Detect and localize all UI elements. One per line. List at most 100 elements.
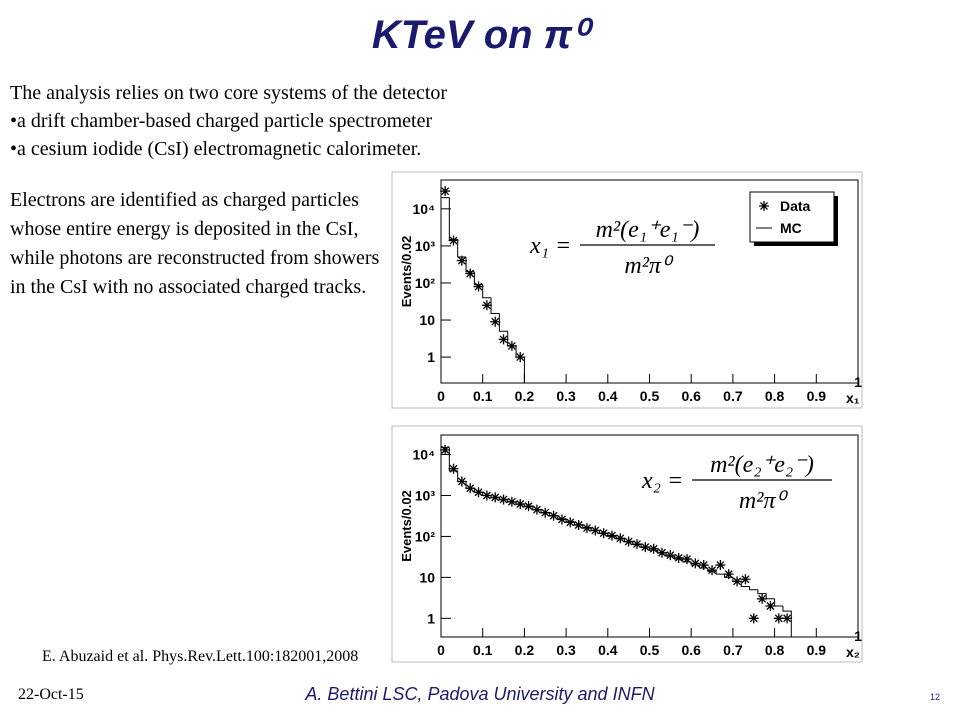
data-point (523, 501, 534, 512)
data-point (581, 523, 592, 534)
histogram-bin (440, 197, 450, 383)
histogram-bin (774, 598, 783, 607)
histogram-bin (515, 502, 525, 505)
x-axis-label: x₁ (846, 390, 860, 406)
histogram-bin (657, 550, 667, 554)
x-tick-label: 0.5 (640, 642, 660, 658)
x-tick-label: 0.1 (473, 642, 493, 658)
intro-text: The analysis relies on two core systems … (10, 82, 448, 104)
histogram-bin (707, 567, 717, 572)
histogram-bin (565, 518, 575, 523)
data-point (782, 613, 793, 624)
histogram-bin (448, 447, 458, 472)
data-point (765, 601, 776, 612)
x-tick-label: 0.9 (807, 642, 827, 658)
data-point (707, 565, 718, 576)
histogram-bin (573, 521, 583, 526)
formula-denominator: m²π⁰ (739, 488, 789, 514)
data-point (682, 554, 693, 565)
y-axis-label: Events/0.02 (399, 490, 414, 562)
plot: 0 0.1 0.2 0.3 0.4 0.5 0.6 0.7 0.8 0.9 1 1 10 10² 10³ 10… (391, 171, 863, 409)
histogram-bin (457, 470, 467, 482)
bullet: •a cesium iodide (CsI) electromagnetic c… (10, 138, 422, 160)
body-text: Electrons are identified as charged part… (10, 189, 380, 298)
data-point (440, 186, 451, 197)
y-tick-label: 10² (415, 528, 436, 544)
histogram-bin (482, 492, 492, 496)
histogram-bin (607, 533, 617, 537)
histogram-bin (465, 257, 475, 273)
x-tick-label: 0.8 (765, 388, 785, 404)
histogram-bin (440, 446, 450, 637)
y-tick-label: 10³ (415, 238, 436, 254)
plot: 0 0.1 0.2 0.3 0.4 0.5 0.6 0.7 0.8 0.9 1 1 10 10² 10³ 10… (391, 425, 863, 663)
x-tick-label: 0.3 (556, 642, 576, 658)
histogram-bin (465, 481, 475, 489)
histogram-bin (482, 284, 492, 299)
y-tick-label: 10⁴ (413, 447, 436, 463)
data-point (665, 550, 676, 561)
histogram-bin (632, 541, 642, 546)
x-tick-label: 0.5 (640, 388, 660, 404)
legend-label: MC (780, 220, 802, 236)
histogram-bin (598, 530, 608, 534)
bullet: •a drift chamber-based charged particle … (10, 110, 433, 132)
histogram-bin (457, 239, 467, 258)
data-point (690, 558, 701, 569)
x-tick-label: 1 (854, 374, 862, 390)
histogram-bin (749, 586, 758, 591)
histogram-bin (690, 561, 700, 566)
data-point (631, 539, 642, 550)
y-tick-label: 10 (419, 569, 435, 585)
histogram-bin (523, 504, 533, 508)
data-point (565, 517, 576, 528)
histogram-bin (473, 271, 483, 286)
y-axis-label: Events/0.02 (399, 236, 414, 308)
y-tick-label: 10⁴ (413, 201, 436, 217)
y-tick-label: 1 (427, 349, 435, 365)
x-tick-label: 0.3 (556, 388, 576, 404)
data-point (556, 514, 567, 525)
histogram-bin (674, 556, 683, 560)
x-tick-label: 0.4 (598, 388, 618, 404)
histogram-bin (590, 527, 600, 531)
histogram-bin (490, 495, 500, 499)
footer-author: A. Bettini LSC, Padova University and IN… (305, 684, 655, 704)
formula-lhs: x₂ = (641, 468, 683, 494)
data-point (481, 300, 492, 311)
histogram-bin (490, 297, 500, 315)
formula-numerator: m²(e₁⁺e₁⁻) (596, 217, 700, 243)
x-tick-label: 0.6 (681, 388, 701, 404)
histogram-bin (548, 512, 558, 517)
data-point (648, 543, 659, 554)
histogram-bin (515, 345, 525, 383)
data-point (606, 530, 617, 541)
histogram-bin (582, 524, 592, 529)
x-tick-label: 0.7 (723, 388, 743, 404)
histogram-bin (757, 589, 767, 595)
data-point (465, 268, 476, 279)
formula-denominator: m²π⁰ (624, 253, 674, 279)
histogram-bin (715, 571, 725, 575)
x-tick-label: 0 (437, 388, 445, 404)
x-tick-label: 0.2 (515, 642, 535, 658)
data-point (448, 235, 459, 246)
data-point (440, 444, 451, 455)
x-tick-label: 0.6 (681, 642, 701, 658)
data-point (748, 613, 759, 624)
x-tick-label: 0.7 (723, 642, 743, 658)
legend-swatch (759, 201, 769, 211)
histogram-bin (448, 197, 458, 240)
histogram-bin (640, 544, 650, 548)
histogram-bin (740, 581, 750, 587)
data-point (498, 334, 509, 345)
x-axis-label: x₂ (846, 644, 860, 660)
formula-numerator: m²(e₂⁺e₂⁻) (710, 452, 814, 478)
histogram-bin (507, 499, 517, 503)
y-tick-label: 1 (427, 610, 435, 626)
slide-title: KTeV on π⁰ (371, 13, 589, 57)
histogram-bin (682, 559, 692, 563)
histogram-bin (732, 577, 742, 582)
